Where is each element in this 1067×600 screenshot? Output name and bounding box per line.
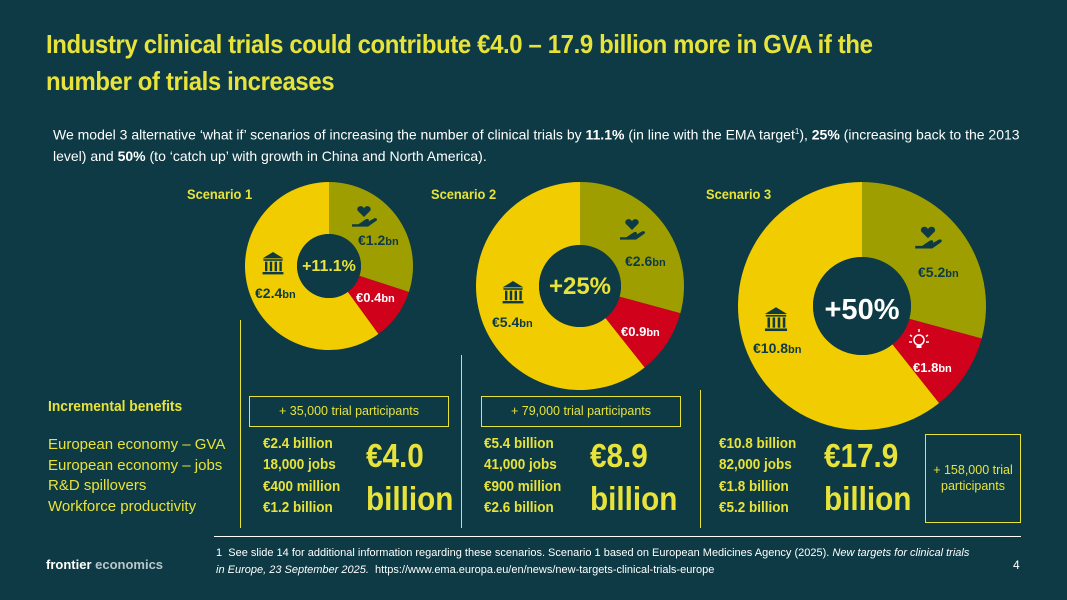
intro-bold-11: 11.1% — [585, 126, 625, 143]
intro-part: (to ‘catch up’ with growth in China and … — [145, 147, 487, 164]
value-jobs: 41,000 jobs — [484, 456, 557, 474]
footnote-link[interactable]: https://www.ema.europa.eu/en/news/new-ta… — [375, 564, 715, 576]
donut-scenario-1 — [245, 182, 413, 351]
total-number: €4.0 — [366, 437, 424, 474]
s2-values: €5.4 billion 41,000 jobs €900 million €2… — [484, 433, 561, 518]
scenario-1-label: Scenario 1 — [187, 186, 253, 202]
divider-line — [461, 355, 462, 528]
value-productivity: €1.2 billion — [263, 498, 333, 516]
bank-icon — [502, 281, 524, 304]
scenario-2-label: Scenario 2 — [431, 186, 497, 202]
value-gva: €5.4 billion — [484, 435, 554, 452]
value-spillovers: €400 million — [263, 477, 341, 495]
bank-icon — [764, 307, 788, 332]
donut-scenario-3 — [738, 182, 986, 430]
intro-part: We model 3 alternative ‘what if’ scenari… — [53, 126, 586, 143]
benefit-item: European economy – GVA — [48, 436, 226, 453]
total-unit: billion — [824, 480, 912, 517]
donut-scenario-2 — [475, 182, 684, 390]
s3-values: €10.8 billion 82,000 jobs €1.8 billion €… — [719, 433, 796, 518]
s2-jobs-label: €0.9bn — [621, 324, 660, 339]
intro-bold-25: 25% — [811, 126, 840, 143]
donut-center — [813, 257, 911, 355]
heart-hand-icon — [352, 206, 377, 227]
divider-line — [700, 390, 701, 528]
s1-jobs-label: €0.4bn — [356, 290, 395, 305]
benefits-list: European economy – GVA European economy … — [48, 435, 225, 517]
s3-center-label: +50% — [825, 294, 900, 326]
s1-participants-box: + 35,000 trial participants — [249, 396, 449, 427]
footnote: 1 See slide 14 for additional informatio… — [216, 545, 976, 579]
value-productivity: €2.6 billion — [484, 498, 554, 516]
s1-center-label: +11.1% — [302, 258, 356, 275]
s3-productivity-label: €5.2bn — [918, 264, 959, 280]
value-gva: €2.4 billion — [263, 435, 333, 452]
logo-word: economics — [95, 557, 164, 572]
s3-gva-label: €10.8bn — [753, 340, 802, 356]
scenario-3-label: Scenario 3 — [706, 186, 772, 202]
donut-slice-productivity — [862, 182, 986, 339]
benefit-item: Workforce productivity — [48, 497, 197, 515]
donut-slice-productivity — [329, 182, 413, 292]
s3-total: €17.9 billion — [824, 434, 911, 520]
intro-part: (increasing back to the 2013 level) and — [53, 126, 1020, 164]
heart-hand-icon — [620, 219, 645, 240]
intro-part: (in line with the EMA target — [624, 126, 795, 143]
s3-participants-line: + 158,000 trial — [933, 463, 1013, 477]
benefit-item: European economy – jobs — [48, 456, 223, 474]
total-number: €17.9 — [824, 437, 899, 474]
total-number: €8.9 — [590, 437, 648, 474]
s2-productivity-label: €2.6bn — [625, 253, 666, 269]
footnote-title: New targets for clinical trials in Europ… — [216, 547, 970, 576]
total-unit: billion — [590, 480, 678, 517]
donut-slice-productivity — [580, 182, 684, 314]
s2-participants-box: + 79,000 trial participants — [481, 396, 681, 427]
footnote-number: 1 — [216, 547, 223, 559]
footnote-ref: 1 — [794, 127, 800, 136]
lightbulb-icon — [909, 329, 929, 348]
value-jobs: 82,000 jobs — [719, 456, 792, 474]
value-spillovers: €1.8 billion — [719, 477, 789, 495]
page-number: 4 — [1013, 558, 1020, 572]
s2-center-label: +25% — [549, 273, 611, 300]
s3-jobs-label: €1.8bn — [913, 360, 952, 375]
value-productivity: €5.2 billion — [719, 498, 789, 516]
total-unit: billion — [366, 480, 454, 517]
s1-total: €4.0 billion — [366, 434, 453, 520]
s1-gva-label: €2.4bn — [255, 285, 296, 301]
intro-part: ), — [799, 126, 812, 143]
donut-slice-jobs — [347, 275, 409, 334]
slide-title: Industry clinical trials could contribut… — [46, 29, 873, 96]
footnote-text: See slide 14 for additional information … — [228, 547, 833, 559]
donut-slice-gva — [245, 182, 379, 351]
s3-participants-box: + 158,000 trial participants — [925, 434, 1021, 523]
value-jobs: 18,000 jobs — [263, 456, 336, 474]
donut-center — [539, 245, 621, 327]
logo-word: frontier — [46, 557, 92, 572]
donut-slice-jobs — [892, 318, 982, 404]
donut-center — [297, 234, 361, 298]
s1-values: €2.4 billion 18,000 jobs €400 million €1… — [263, 433, 340, 518]
donut-slice-gva — [475, 182, 645, 390]
s2-gva-label: €5.4bn — [492, 314, 533, 330]
bank-icon — [262, 252, 284, 275]
frontier-economics-logo: frontier economics — [46, 557, 163, 572]
heart-hand-icon — [915, 226, 942, 249]
intro-bold-50: 50% — [117, 147, 146, 164]
s3-participants-line: participants — [941, 479, 1005, 493]
benefits-heading: Incremental benefits — [48, 398, 183, 415]
benefit-item: R&D spillovers — [48, 477, 147, 494]
value-spillovers: €900 million — [484, 477, 562, 495]
s1-productivity-label: €1.2bn — [358, 232, 399, 248]
donut-slice-jobs — [605, 296, 681, 368]
divider-line — [240, 320, 241, 528]
donut-slice-gva — [738, 182, 940, 430]
s2-total: €8.9 billion — [590, 434, 677, 520]
value-gva: €10.8 billion — [719, 435, 797, 452]
footer-divider — [214, 536, 1021, 537]
intro-text: We model 3 alternative ‘what if’ scenari… — [53, 121, 1028, 167]
